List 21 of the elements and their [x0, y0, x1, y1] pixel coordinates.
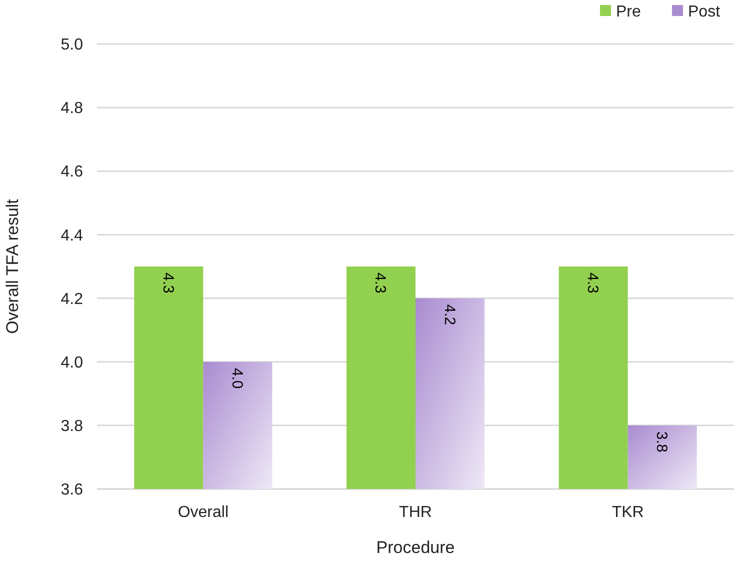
y-tick-label: 5.0	[60, 36, 84, 54]
legend-label: Pre	[616, 4, 641, 21]
y-tick-label: 4.6	[60, 164, 84, 181]
data-label: 4.2	[440, 304, 458, 326]
y-tick-label: 3.6	[60, 482, 84, 499]
y-tick-label: 4.4	[60, 227, 84, 244]
data-label: 4.0	[228, 368, 246, 389]
x-tick-label: THR	[399, 504, 432, 521]
y-tick-label: 4.0	[60, 354, 84, 372]
data-label: 4.3	[372, 272, 389, 294]
data-label: 4.3	[584, 272, 602, 294]
x-axis-title: Procedure	[376, 538, 455, 557]
y-tick-label: 3.8	[60, 418, 84, 436]
y-axis-title: Overall TFA result	[3, 198, 22, 334]
y-tick-label: 4.8	[60, 100, 84, 118]
legend-label: Post	[688, 4, 721, 21]
x-tick-label: TKR	[612, 504, 644, 521]
y-tick-label: 4.2	[60, 290, 84, 308]
data-label: 4.3	[159, 272, 176, 294]
data-label: 3.8	[653, 431, 670, 452]
x-tick-label: Overall	[178, 504, 229, 521]
